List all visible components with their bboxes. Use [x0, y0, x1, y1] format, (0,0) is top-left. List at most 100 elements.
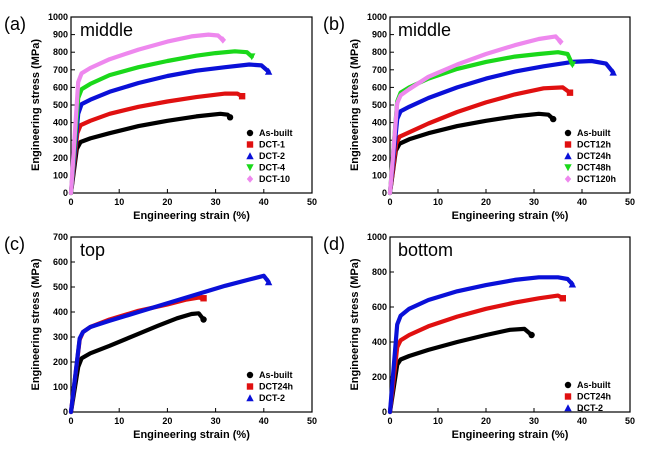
y-tick-label: 300: [53, 135, 68, 145]
condition-label: top: [80, 240, 105, 260]
y-tick-label: 700: [53, 65, 68, 75]
legend-label: DCT-2: [259, 151, 285, 161]
y-tick-label: 0: [63, 188, 68, 198]
y-tick-label: 200: [372, 153, 387, 163]
legend-marker: [246, 175, 254, 183]
x-tick-label: 30: [529, 416, 539, 426]
series-end-marker: [219, 36, 227, 44]
y-tick-label: 0: [63, 407, 68, 417]
legend-label: DCT48h: [577, 163, 611, 173]
y-tick-label: 200: [53, 153, 68, 163]
x-tick-label: 20: [481, 416, 491, 426]
series-DCT120h: [387, 34, 564, 196]
x-tick-label: 20: [162, 416, 172, 426]
chart-panel-1: 0 10 20 30 40 5001002003004005006007008009001…: [4, 12, 317, 222]
y-tick-label: 200: [372, 372, 387, 382]
y-tick-label: 300: [53, 332, 68, 342]
y-tick-label: 800: [372, 47, 387, 57]
legend-marker: [564, 393, 572, 400]
condition-label: middle: [398, 20, 451, 40]
legend-label: DCT-1: [259, 140, 285, 150]
series-line: [387, 293, 565, 415]
series-As-built: [68, 311, 207, 415]
x-tick-label: 10: [114, 416, 124, 426]
y-tick-label: 700: [372, 65, 387, 75]
series-DCT24h: [387, 58, 617, 196]
series-end-marker: [557, 37, 564, 46]
series-DCT-2: [68, 273, 273, 415]
series-As-built: [387, 111, 557, 196]
series-end-marker: [200, 295, 207, 302]
x-tick-label: 10: [114, 197, 124, 207]
series-end-marker: [550, 115, 557, 123]
legend-marker: [564, 404, 572, 412]
x-tick-label: 0: [68, 197, 73, 207]
series-DCT-1: [68, 91, 246, 196]
legend-label: As-built: [577, 128, 611, 138]
y-tick-label: 800: [372, 267, 387, 277]
series-end-marker: [559, 295, 566, 302]
x-tick-label: 0: [387, 197, 392, 207]
legend-marker: [246, 152, 254, 160]
legend-marker: [246, 371, 254, 379]
series-line: [387, 85, 573, 196]
legend-marker: [246, 394, 254, 402]
series-end-marker: [226, 114, 234, 121]
series-DCT-10: [68, 32, 227, 196]
legend-label: As-built: [259, 128, 293, 138]
series-line: [387, 58, 616, 196]
x-tick-label: 10: [433, 197, 443, 207]
y-tick-label: 900: [372, 30, 387, 40]
x-tick-label: 50: [625, 416, 635, 426]
series-DCT24h: [387, 293, 566, 415]
y-axis-label: Engineering stress (MPa): [349, 39, 361, 171]
series-DCT-2: [387, 275, 577, 415]
series-end-marker: [568, 280, 577, 288]
series-line: [387, 326, 534, 415]
panel-label: (a): [4, 14, 26, 34]
series-end-marker: [568, 61, 577, 69]
x-tick-label: 0: [68, 416, 73, 426]
x-tick-label: 40: [577, 416, 587, 426]
y-tick-label: 900: [53, 30, 68, 40]
legend-label: DCT24h: [577, 151, 611, 161]
y-tick-label: 0: [382, 407, 387, 417]
series-line: [68, 91, 245, 196]
x-tick-label: 40: [577, 197, 587, 207]
plot-frame: [70, 236, 313, 413]
legend-label: DCT-10: [259, 174, 290, 184]
series-As-built: [387, 326, 535, 415]
panel-label: (d): [323, 234, 345, 254]
legend-marker: [246, 164, 254, 172]
legend-marker: [564, 381, 572, 389]
series-end-marker: [264, 278, 273, 286]
x-axis-label: Engineering strain (%): [133, 429, 250, 441]
x-tick-label: 50: [625, 197, 635, 207]
chart-panel-3: 0 10 20 30 40 500100200300400500600700Enginee…: [4, 232, 317, 441]
legend-marker: [246, 141, 254, 148]
y-tick-label: 500: [372, 100, 387, 110]
y-tick-label: 500: [53, 282, 68, 292]
series-As-built: [68, 111, 234, 196]
panel-label: (c): [4, 234, 25, 254]
y-tick-label: 400: [372, 337, 387, 347]
series-line: [68, 32, 225, 196]
series-line: [68, 311, 206, 415]
y-tick-label: 1000: [367, 12, 387, 22]
chart-panel-2: 0 10 20 30 40 5001002003004005006007008009001…: [323, 12, 635, 222]
y-tick-label: 400: [53, 307, 68, 317]
x-tick-label: 50: [307, 197, 317, 207]
legend-marker: [564, 164, 572, 172]
y-tick-label: 400: [372, 118, 387, 128]
series-DCT12h: [387, 85, 574, 196]
y-tick-label: 100: [53, 170, 68, 180]
series-end-marker: [566, 89, 574, 96]
x-tick-label: 0: [387, 416, 392, 426]
y-tick-label: 100: [53, 382, 68, 392]
x-tick-label: 40: [259, 416, 269, 426]
x-tick-label: 40: [259, 197, 269, 207]
y-axis-label: Engineering stress (MPa): [349, 258, 361, 390]
